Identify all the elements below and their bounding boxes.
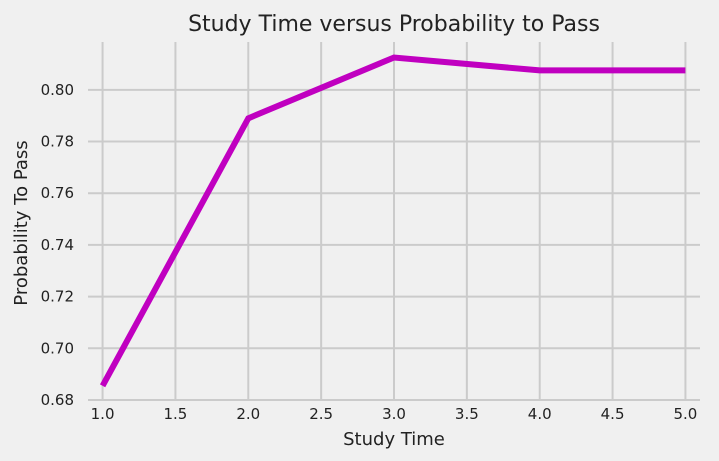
x-axis-ticks: 1.0 1.5 2.0 2.5 3.0 3.5 4.0 4.5 5.0 xyxy=(91,405,698,423)
chart-title: Study Time versus Probability to Pass xyxy=(188,12,600,37)
x-tick-label: 1.5 xyxy=(163,405,187,423)
y-tick-label: 0.70 xyxy=(41,339,74,357)
x-tick-label: 5.0 xyxy=(673,405,697,423)
y-tick-label: 0.68 xyxy=(41,391,74,409)
x-tick-label: 3.5 xyxy=(455,405,479,423)
y-tick-label: 0.74 xyxy=(41,236,74,254)
series-group xyxy=(99,54,686,388)
x-tick-label: 2.0 xyxy=(236,405,260,423)
y-tick-label: 0.80 xyxy=(41,81,74,99)
y-tick-label: 0.72 xyxy=(41,288,74,306)
x-tick-label: 4.5 xyxy=(601,405,625,423)
y-axis-ticks: 0.68 0.70 0.72 0.74 0.76 0.78 0.80 xyxy=(41,81,74,409)
x-axis-label: Study Time xyxy=(343,429,445,450)
x-tick-label: 1.0 xyxy=(91,405,115,423)
grid xyxy=(88,42,700,401)
series-line xyxy=(99,54,686,388)
y-tick-label: 0.76 xyxy=(41,184,74,202)
x-tick-label: 3.0 xyxy=(382,405,406,423)
y-axis-label: Probability To Pass xyxy=(11,140,32,305)
x-tick-label: 2.5 xyxy=(309,405,333,423)
y-tick-label: 0.78 xyxy=(41,133,74,151)
x-tick-label: 4.0 xyxy=(528,405,552,423)
